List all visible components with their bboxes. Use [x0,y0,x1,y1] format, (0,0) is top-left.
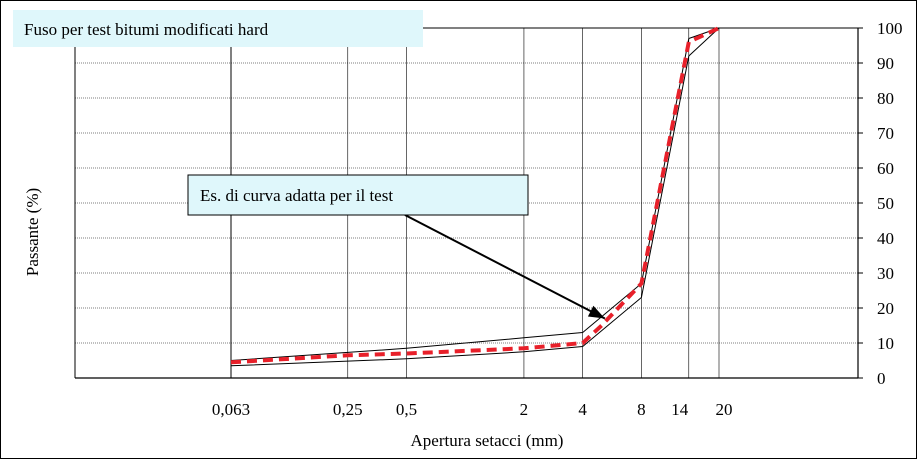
x-tick-label: 4 [578,400,587,419]
y-tick-label: 60 [877,159,894,178]
y-tick-label: 70 [877,124,894,143]
y-tick-label: 90 [877,54,894,73]
annotation-arrowhead [587,305,605,319]
chart-title: Fuso per test bitumi modificati hard [24,20,269,39]
y-tick-label: 10 [877,334,894,353]
upper-limit-line [230,27,720,361]
x-tick-label: 2 [520,400,529,419]
x-tick-label: 0,25 [333,400,363,419]
y-tick-label: 20 [877,299,894,318]
annotation-arrow [404,214,606,320]
y-tick-label: 50 [877,194,894,213]
x-axis-label: Apertura setacci (mm) [411,431,564,450]
annotation-text: Es. di curva adatta per il test [200,186,393,205]
annotation-layer [404,214,606,320]
x-tick-label: 0,5 [396,400,417,419]
y-tick-label: 80 [877,89,894,108]
title-box [13,10,423,47]
y-tick-label: 40 [877,229,894,248]
x-tick-label: 20 [716,400,733,419]
y-tick-label: 100 [877,19,903,38]
example-curve-line [230,26,720,365]
lower-limit-line [230,27,720,367]
grid: 0 10 20 30 40 50 60 70 80 90 100 0,063 0,25 0,5 2 4 8 14 2… [74,19,903,419]
y-axis-label: Passante (%) [23,188,42,276]
x-tick-label: 8 [637,400,646,419]
annotation-box [187,174,529,216]
series-layer [230,26,720,367]
x-tick-label: 14 [671,400,689,419]
y-tick-label: 30 [877,264,894,283]
x-tick-label: 0,063 [212,400,250,419]
y-tick-label: 0 [877,369,886,388]
